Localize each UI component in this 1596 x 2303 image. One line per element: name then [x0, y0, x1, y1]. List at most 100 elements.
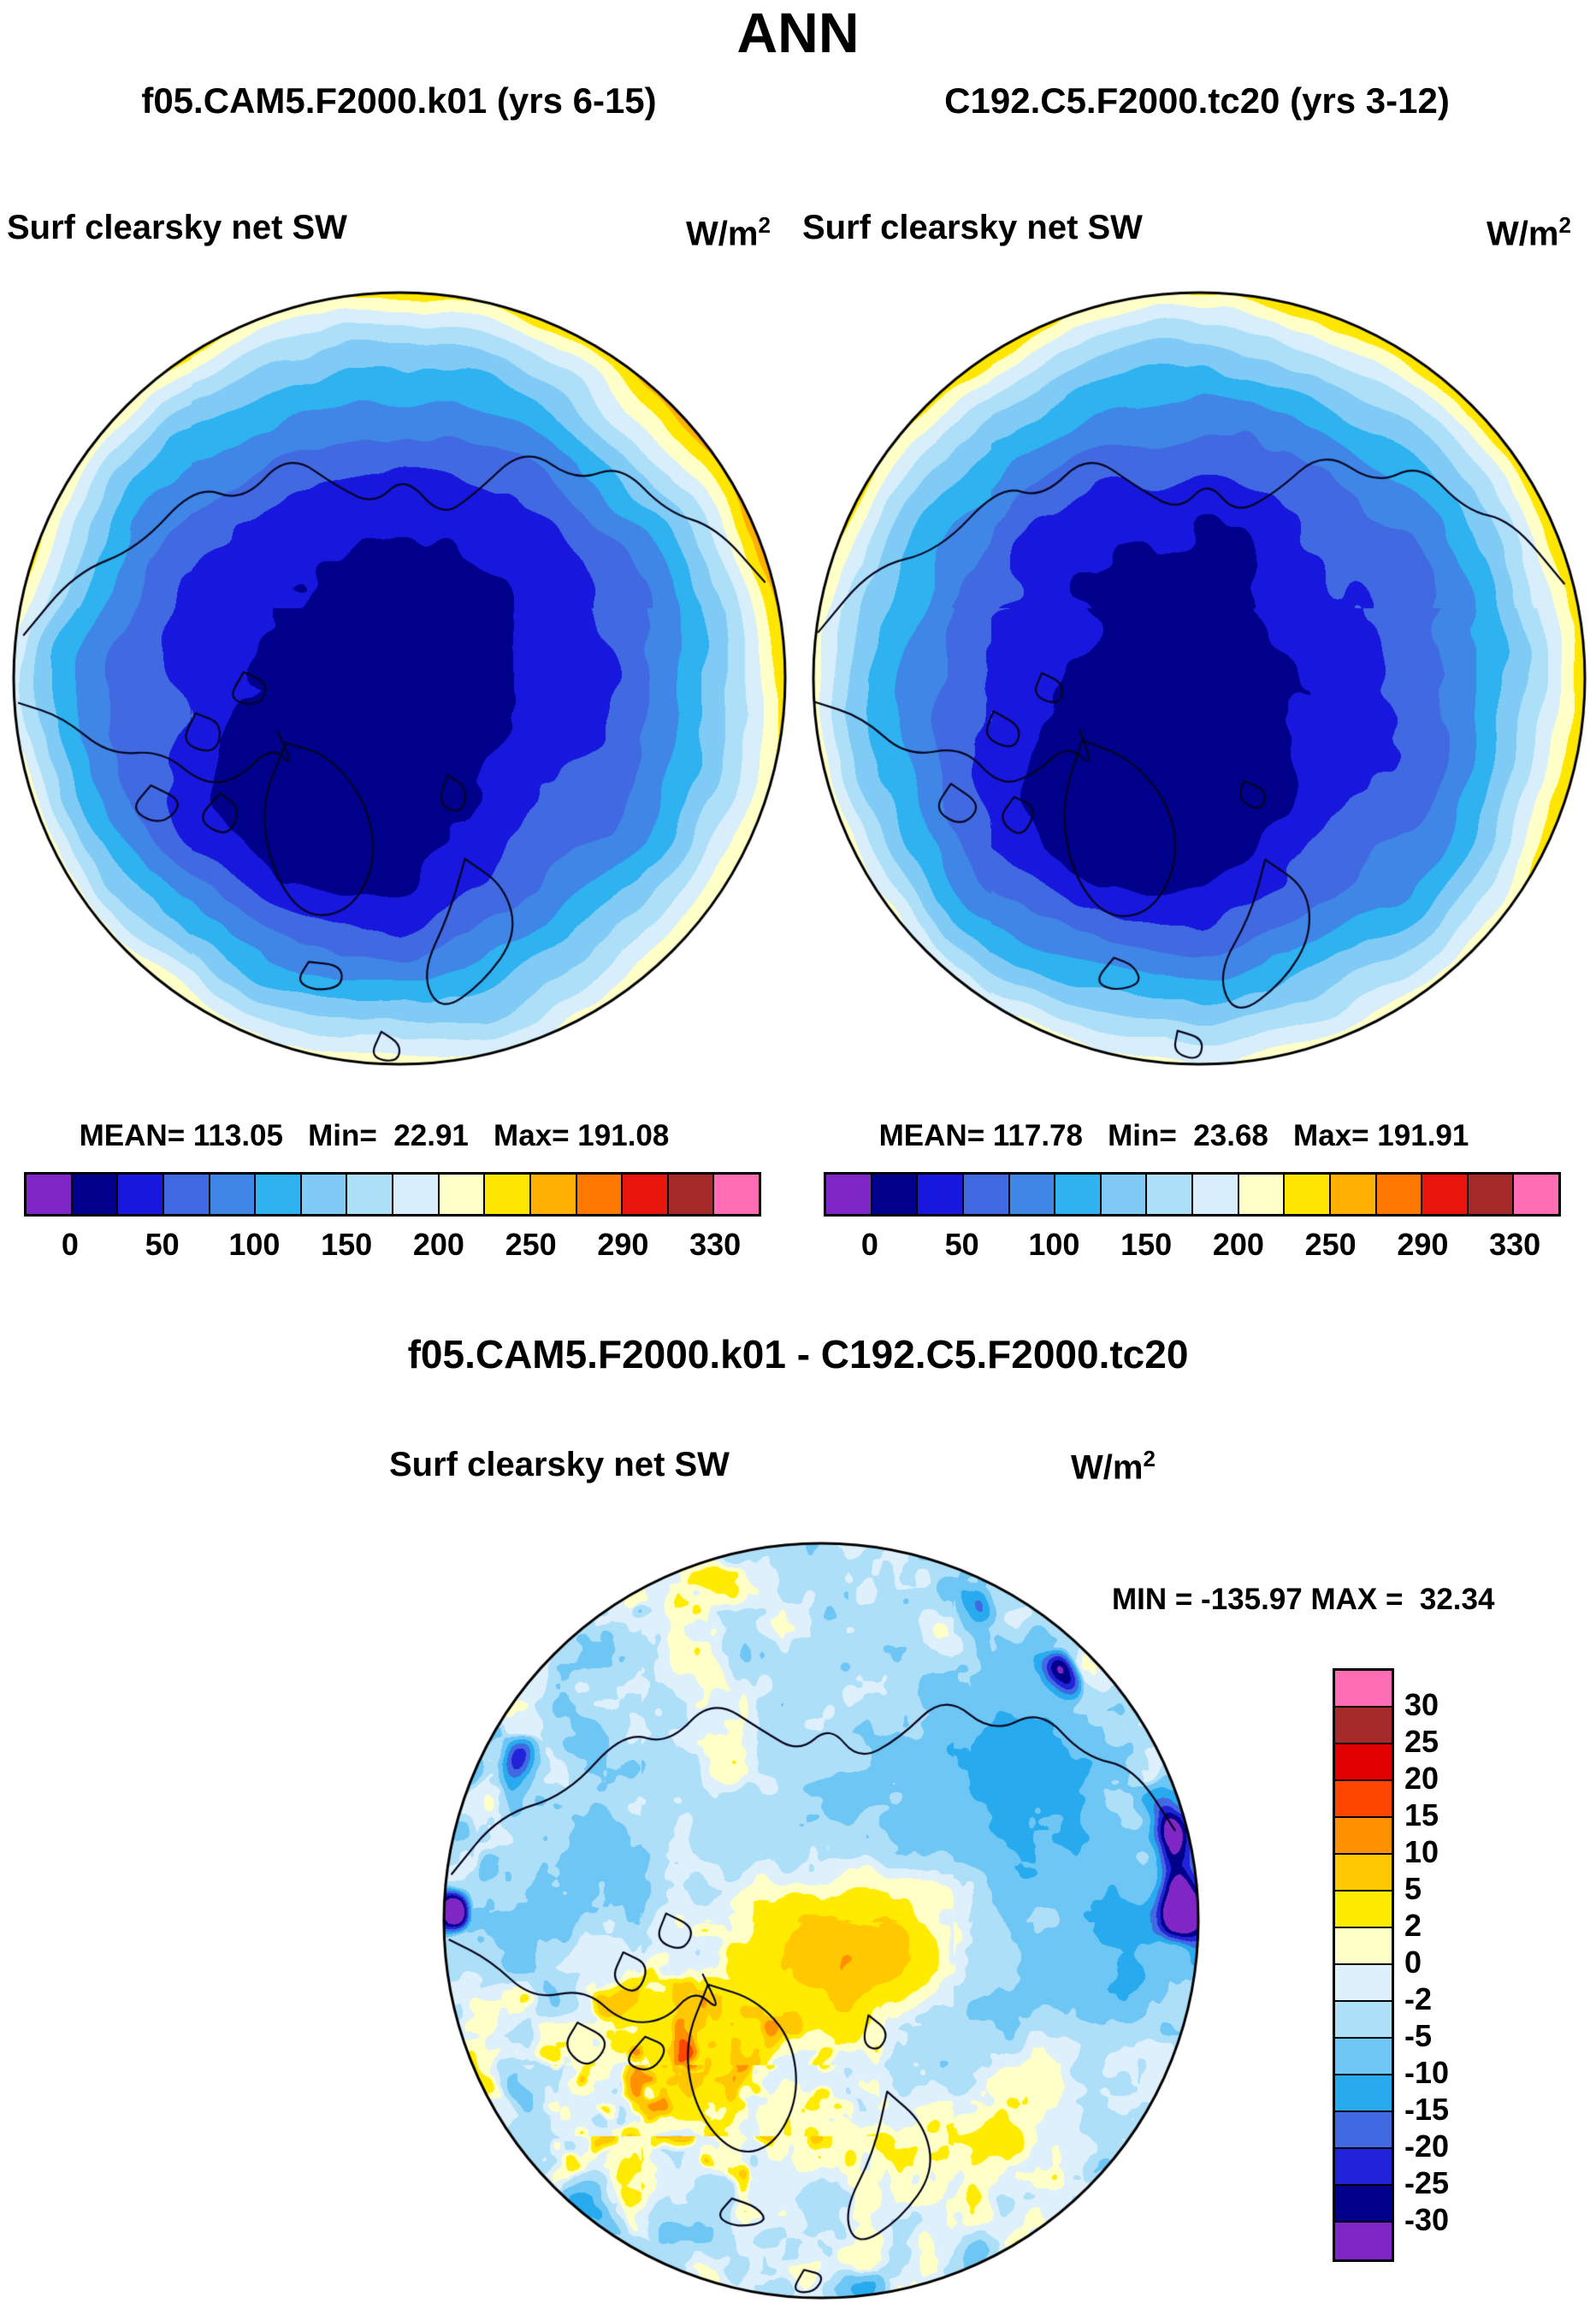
- colorbar-cell: [963, 1175, 1010, 1214]
- run-title-left: f05.CAM5.F2000.k01 (yrs 6-15): [141, 80, 657, 121]
- diff-colorbar-label: -5: [1404, 2018, 1433, 2053]
- diff-colorbar-cell: [1335, 2112, 1392, 2149]
- diff-colorbar-label: 25: [1404, 1724, 1439, 1759]
- colorbar-tick: 150: [321, 1227, 373, 1262]
- field-label-left: Surf clearsky net SW: [7, 209, 347, 246]
- colorbar-tick: 0: [860, 1227, 878, 1262]
- diff-field-label: Surf clearsky net SW: [389, 1446, 730, 1483]
- polar-map-right: [810, 289, 1588, 1068]
- colorbar-cell: [72, 1175, 119, 1214]
- diff-colorbar-label: 2: [1404, 1908, 1422, 1943]
- diff-minmax: MIN = -135.97 MAX = 32.34: [1112, 1583, 1495, 1616]
- colorbar-tick: 100: [1028, 1227, 1080, 1262]
- diff-colorbar-label: 30: [1404, 1687, 1439, 1722]
- colorbar-cell: [1468, 1175, 1515, 1214]
- colorbar-cell: [1238, 1175, 1286, 1214]
- colorbar-cell: [1101, 1175, 1148, 1214]
- polar-map-difference: [440, 1540, 1202, 2301]
- colorbar-tick: 50: [944, 1227, 979, 1262]
- colorbar-cell: [918, 1175, 964, 1214]
- colorbar-tick: 330: [689, 1227, 742, 1262]
- colorbar-cell: [163, 1175, 210, 1214]
- run-title-right: C192.C5.F2000.tc20 (yrs 3-12): [944, 80, 1450, 121]
- units-exponent: 2: [1558, 212, 1571, 238]
- diff-colorbar-label: 20: [1404, 1761, 1439, 1796]
- colorbar-left: 0 50 100 150 200 250 290 330: [24, 1172, 761, 1283]
- colorbar-tick: 50: [145, 1227, 180, 1262]
- units-label-left: W/m2: [686, 212, 771, 253]
- colorbar-tick: 330: [1489, 1227, 1541, 1262]
- colorbar-cell: [1055, 1175, 1102, 1214]
- diff-units-label: W/m2: [1071, 1446, 1156, 1487]
- colorbar-cell: [347, 1175, 393, 1214]
- colorbar-tick: 200: [1212, 1227, 1264, 1262]
- colorbar-tick: 200: [412, 1227, 464, 1262]
- colorbar-tick: 100: [228, 1227, 281, 1262]
- diff-colorbar-cell: [1335, 1744, 1392, 1781]
- colorbar-tick: 250: [1304, 1227, 1357, 1262]
- colorbar-cell: [27, 1175, 73, 1214]
- diff-colorbar-label: 10: [1404, 1834, 1439, 1869]
- colorbar-tick: 290: [1397, 1227, 1449, 1262]
- colorbar-cell: [714, 1175, 759, 1214]
- diff-colorbar-label: 0: [1404, 1945, 1422, 1980]
- diff-colorbar-cell: [1335, 1892, 1392, 1928]
- diff-colorbar-label: -25: [1404, 2165, 1450, 2200]
- diff-colorbar-cell: [1335, 1671, 1392, 1708]
- colorbar-cell: [530, 1175, 577, 1214]
- units-exponent: 2: [758, 212, 771, 238]
- colorbar-cell: [1514, 1175, 1558, 1214]
- diff-colorbar-cell: [1335, 2149, 1392, 2186]
- diff-colorbar-cell: [1335, 2186, 1392, 2223]
- diff-colorbar-cell: [1335, 1818, 1392, 1855]
- colorbar-cell: [393, 1175, 440, 1214]
- diff-colorbar-cell: [1335, 2075, 1392, 2112]
- polar-map-left: [10, 289, 789, 1068]
- diff-colorbar-label: -20: [1404, 2128, 1450, 2164]
- diff-colorbar-cell: [1335, 1708, 1392, 1744]
- stats-left: MEAN= 113.05 Min= 22.91 Max= 191.08: [79, 1119, 670, 1152]
- units-exponent: 2: [1143, 1446, 1156, 1471]
- colorbar-cell: [1422, 1175, 1469, 1214]
- colorbar-cell: [1330, 1175, 1377, 1214]
- colorbar-cell: [1193, 1175, 1239, 1214]
- colorbar-tick: 250: [505, 1227, 557, 1262]
- colorbar-cell: [1147, 1175, 1193, 1214]
- diff-colorbar-swatches: [1333, 1668, 1394, 2262]
- colorbar-cell: [256, 1175, 302, 1214]
- colorbar-left-ticks: 0 50 100 150 200 250 290 330: [24, 1227, 761, 1270]
- colorbar-cell: [668, 1175, 715, 1214]
- diff-colorbar-cell: [1335, 2002, 1392, 2039]
- colorbar-left-swatches: [24, 1172, 761, 1217]
- diff-colorbar-cell: [1335, 2223, 1392, 2259]
- colorbar-cell: [439, 1175, 486, 1214]
- diff-colorbar-label: 5: [1404, 1871, 1422, 1906]
- diff-colorbar-cell: [1335, 2039, 1392, 2075]
- stats-right: MEAN= 117.78 Min= 23.68 Max= 191.91: [878, 1119, 1469, 1152]
- units-base: W/m: [686, 215, 759, 253]
- diff-colorbar-cell: [1335, 1965, 1392, 2002]
- diff-colorbar-label: -10: [1404, 2055, 1450, 2090]
- colorbar-cell: [1009, 1175, 1056, 1214]
- colorbar-cell: [485, 1175, 531, 1214]
- diff-colorbar-cell: [1335, 1855, 1392, 1892]
- field-label-right: Surf clearsky net SW: [802, 209, 1143, 246]
- colorbar-right: 0 50 100 150 200 250 290 330: [824, 1172, 1561, 1283]
- diff-colorbar-label: -2: [1404, 1981, 1433, 2016]
- diff-title: f05.CAM5.F2000.k01 - C192.C5.F2000.tc20: [407, 1332, 1189, 1376]
- colorbar-tick: 150: [1120, 1227, 1173, 1262]
- diff-colorbar-label: 15: [1404, 1797, 1439, 1832]
- colorbar-cell: [576, 1175, 624, 1214]
- colorbar-right-swatches: [824, 1172, 1561, 1217]
- colorbar-cell: [301, 1175, 348, 1214]
- colorbar-cell: [872, 1175, 919, 1214]
- units-base: W/m: [1487, 215, 1559, 253]
- colorbar-cell: [1285, 1175, 1331, 1214]
- units-label-right: W/m2: [1487, 212, 1571, 253]
- colorbar-cell: [826, 1175, 872, 1214]
- diff-colorbar-cell: [1335, 1781, 1392, 1818]
- colorbar-cell: [623, 1175, 669, 1214]
- diff-colorbar-label: -15: [1404, 2092, 1450, 2127]
- units-base: W/m: [1071, 1448, 1144, 1487]
